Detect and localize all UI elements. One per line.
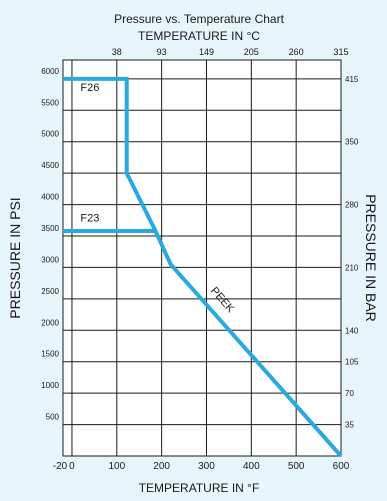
y-tick-label-bar: 415	[345, 75, 359, 84]
y-tick-label-psi: 500	[46, 413, 60, 422]
y-tick-label-psi: 1500	[41, 350, 59, 359]
y-tick-label-bar: 105	[345, 358, 359, 367]
series-annotation: F23	[80, 213, 99, 225]
x-tick-label-celsius: 315	[333, 47, 348, 57]
y-tick-label-psi: 6000	[41, 67, 59, 76]
y-tick-label-bar: 210	[345, 263, 359, 272]
series-line-f26	[63, 76, 343, 458]
x-tick-label-celsius: 38	[112, 47, 122, 57]
y-tick-label-psi: 3500	[41, 224, 59, 233]
y-tick-label-psi: 5500	[41, 98, 59, 107]
y-tick-label-bar: 70	[345, 389, 354, 398]
x-tick-label-celsius: 205	[244, 47, 259, 57]
x-tick-label-fahrenheit: 500	[288, 461, 305, 472]
x-tick-label-fahrenheit: 200	[153, 461, 170, 472]
y-tick-label-psi: 4000	[41, 193, 59, 202]
x-tick-label-fahrenheit: -20	[53, 461, 68, 472]
x-tick-label-celsius: 149	[199, 47, 214, 57]
plot-area	[62, 59, 342, 457]
top-axis-label: TEMPERATURE IN °C	[138, 29, 260, 43]
x-tick-label-fahrenheit: 0	[69, 461, 75, 472]
y-tick-label-psi: 5000	[41, 130, 59, 139]
y-tick-label-psi: 4500	[41, 161, 59, 170]
x-tick-label-fahrenheit: 100	[108, 461, 125, 472]
y-tick-label-bar: 35	[345, 421, 354, 430]
y-tick-label-bar: 350	[345, 138, 359, 147]
y-tick-label-bar: 140	[345, 326, 359, 335]
y-tick-label-psi: 2000	[41, 318, 59, 327]
left-axis-label: PRESSURE IN PSI	[7, 197, 23, 318]
y-tick-label-psi: 1000	[41, 381, 59, 390]
x-tick-label-fahrenheit: 400	[243, 461, 260, 472]
series-annotation: F26	[80, 82, 99, 94]
chart-title: Pressure vs. Temperature Chart	[114, 12, 285, 26]
y-tick-label-psi: 2500	[41, 287, 59, 296]
right-axis-label: PRESSURE IN BAR	[363, 194, 379, 322]
x-tick-label-celsius: 260	[289, 47, 304, 57]
x-tick-label-celsius: 93	[157, 47, 167, 57]
x-tick-label-fahrenheit: 600	[333, 461, 350, 472]
y-tick-label-psi: 3000	[41, 255, 59, 264]
x-tick-label-fahrenheit: 300	[198, 461, 215, 472]
y-tick-label-bar: 280	[345, 201, 359, 210]
bottom-axis-label: TEMPERATURE IN °F	[139, 481, 260, 495]
